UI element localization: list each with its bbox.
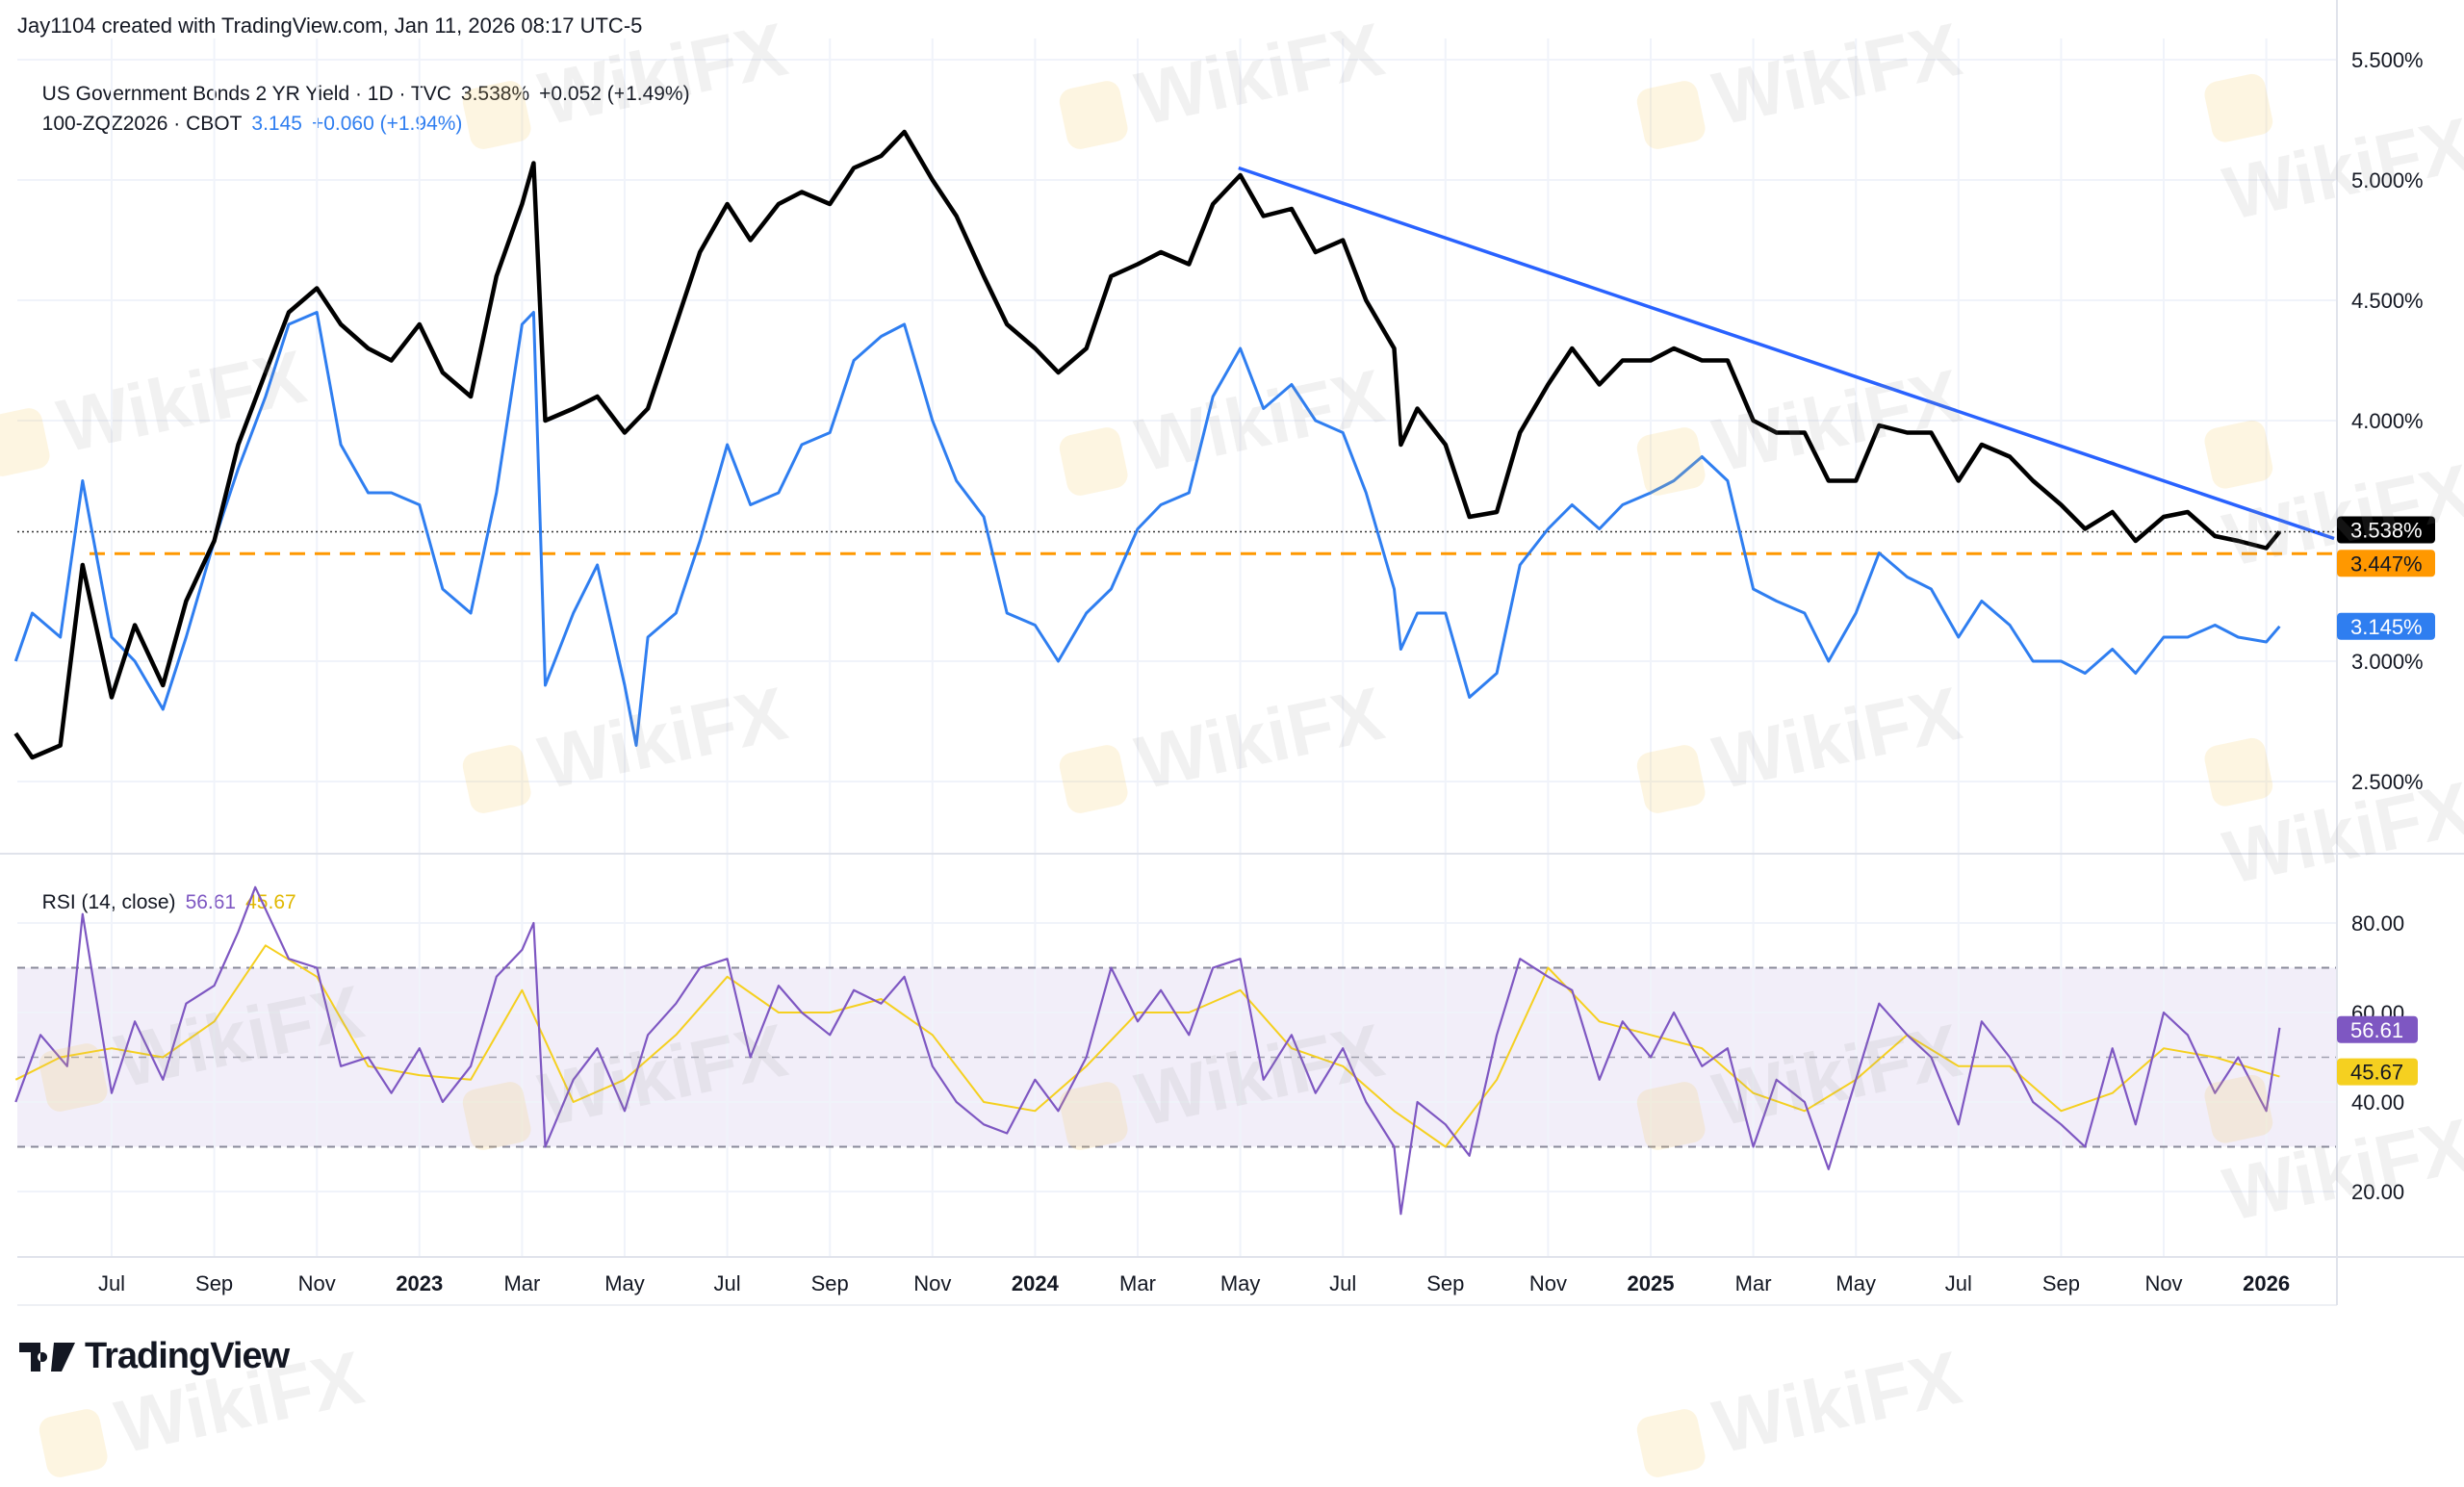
price-axis-label: 5.500% xyxy=(2351,48,2424,72)
time-axis-label: 2023 xyxy=(396,1271,443,1295)
attribution: Jay1104 created with TradingView.com, Ja… xyxy=(17,13,643,38)
time-axis-label: Mar xyxy=(1735,1271,1772,1295)
legend-rsi[interactable]: RSI (14, close) 56.61 45.67 xyxy=(31,868,306,914)
price-axis-label: 4.500% xyxy=(2351,289,2424,313)
rsi-ma-last-tag-bg xyxy=(2337,1058,2418,1086)
trendline xyxy=(1238,166,2335,541)
price-axis-label: 5.000% xyxy=(2351,168,2424,192)
time-axis-label: Jul xyxy=(714,1271,741,1295)
rsi-axis-label: 20.00 xyxy=(2351,1180,2404,1204)
time-axis-label: Nov xyxy=(913,1271,951,1295)
legend-second-change: +0.060 (+1.94%) xyxy=(311,113,463,135)
legend-rsi-name: RSI (14, close) xyxy=(41,891,176,913)
support-tag-bg xyxy=(2337,550,2435,577)
time-axis-label: Sep xyxy=(811,1271,849,1295)
price-axis-label: 2.500% xyxy=(2351,770,2424,794)
yield-last-tag: 3.538% xyxy=(2350,519,2423,543)
rsi-axis-label: 40.00 xyxy=(2351,1090,2404,1115)
legend-main-name: US Government Bonds 2 YR Yield · 1D · TV… xyxy=(41,83,451,105)
chart-canvas[interactable]: 5.500% 5.000% 4.500% 4.000% 3.000% 2.500% 80.0… xyxy=(0,0,2464,1409)
time-axis-label: May xyxy=(604,1271,645,1295)
yield-series-line xyxy=(13,129,2282,760)
time-axis-label: Sep xyxy=(1426,1271,1464,1295)
tradingview-logo-text: TradingView xyxy=(85,1336,290,1376)
time-axis-label: Sep xyxy=(2042,1271,2080,1295)
rsi-last-tag: 56.61 xyxy=(2350,1018,2403,1042)
tradingview-logo-icon xyxy=(19,1342,75,1372)
time-axis-label: May xyxy=(1220,1271,1261,1295)
rsi-axis-label: 80.00 xyxy=(2351,911,2404,936)
price-axis-label: 3.000% xyxy=(2351,650,2424,674)
time-axis-label: Mar xyxy=(503,1271,540,1295)
legend-main-series[interactable]: US Government Bonds 2 YR Yield · 1D · TV… xyxy=(31,60,700,106)
time-axis-label: May xyxy=(1835,1271,1876,1295)
legend-main-value: 3.538% xyxy=(460,83,530,105)
legend-second-value: 3.145 xyxy=(251,113,302,135)
tradingview-logo[interactable]: TradingView xyxy=(19,1336,290,1377)
rsi-ma-line xyxy=(14,944,2280,1148)
time-axis-label: Jul xyxy=(1945,1271,1972,1295)
zq-last-tag-bg xyxy=(2337,612,2435,640)
yield-last-tag-bg xyxy=(2337,516,2435,544)
zq-series-line xyxy=(13,311,2281,747)
rsi-last-tag-bg xyxy=(2337,1015,2418,1043)
time-axis-label: Nov xyxy=(298,1271,336,1295)
time-axis-label: Mar xyxy=(1119,1271,1156,1295)
rsi-line xyxy=(14,885,2281,1216)
time-axis-label: Jul xyxy=(98,1271,125,1295)
price-axis-label: 4.000% xyxy=(2351,409,2424,433)
legend-rsi-value: 56.61 xyxy=(185,891,237,913)
time-axis-label: Nov xyxy=(1529,1271,1567,1295)
legend-main-change: +0.052 (+1.49%) xyxy=(539,83,690,105)
time-axis-label: Jul xyxy=(1329,1271,1356,1295)
time-axis-label: Nov xyxy=(2144,1271,2182,1295)
time-axis-label: 2024 xyxy=(1012,1271,1060,1295)
zq-last-tag: 3.145% xyxy=(2350,615,2423,639)
time-axis-label: 2025 xyxy=(1628,1271,1675,1295)
support-tag: 3.447% xyxy=(2350,551,2423,576)
legend-rsi-ma-value: 45.67 xyxy=(245,891,296,913)
rsi-ma-last-tag: 45.67 xyxy=(2350,1061,2403,1085)
time-axis-label: 2026 xyxy=(2243,1271,2290,1295)
time-axis-label: Sep xyxy=(195,1271,233,1295)
